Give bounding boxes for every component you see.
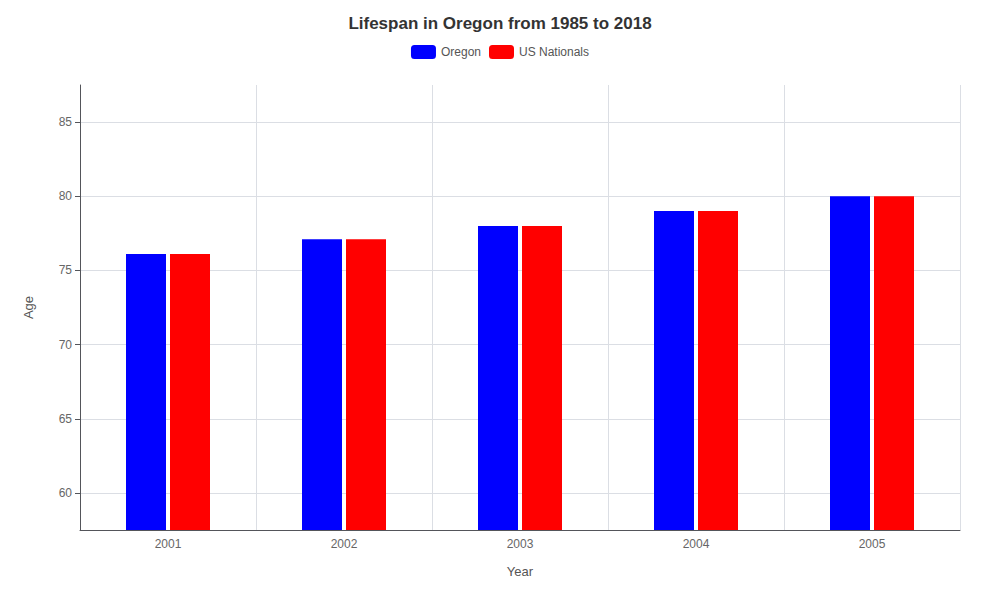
svg-text:Age: Age bbox=[21, 296, 36, 319]
svg-text:US Nationals: US Nationals bbox=[519, 45, 589, 59]
svg-text:2003: 2003 bbox=[507, 537, 534, 551]
svg-text:60: 60 bbox=[59, 486, 73, 500]
svg-text:Oregon: Oregon bbox=[441, 45, 481, 59]
svg-text:2002: 2002 bbox=[331, 537, 358, 551]
svg-text:2001: 2001 bbox=[155, 537, 182, 551]
svg-text:2005: 2005 bbox=[859, 537, 886, 551]
svg-text:65: 65 bbox=[59, 412, 73, 426]
svg-text:Year: Year bbox=[507, 564, 534, 579]
svg-text:70: 70 bbox=[59, 338, 73, 352]
svg-text:85: 85 bbox=[59, 115, 73, 129]
svg-text:80: 80 bbox=[59, 189, 73, 203]
svg-text:Lifespan in Oregon from 1985 t: Lifespan in Oregon from 1985 to 2018 bbox=[348, 14, 651, 33]
svg-text:2004: 2004 bbox=[683, 537, 710, 551]
svg-text:75: 75 bbox=[59, 263, 73, 277]
